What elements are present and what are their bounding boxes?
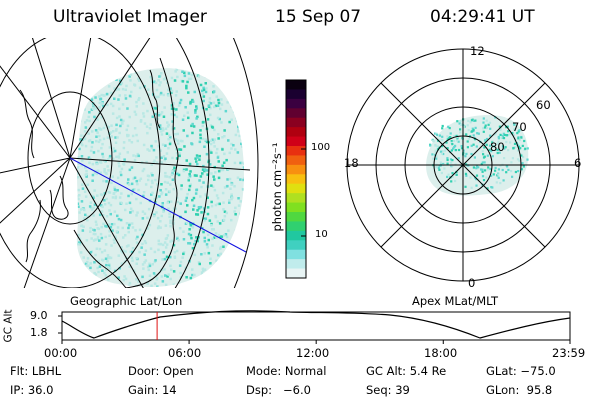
colorbar-swatch <box>286 117 306 128</box>
colorbar-swatch <box>286 268 306 279</box>
colorbar-swatch <box>286 202 306 213</box>
colorbar-swatch <box>286 230 306 241</box>
seq-value: Seq: 39 <box>366 383 410 397</box>
colorbar-swatch <box>286 98 306 109</box>
mlt-label-18: 18 <box>344 156 359 170</box>
date-display: 15 Sep 07 <box>275 7 362 27</box>
mlat-label-80: 80 <box>490 140 505 154</box>
polar-panel-label: Apex MLat/MLT <box>412 294 499 308</box>
mlt-label-0: 0 <box>468 276 476 290</box>
mlat-label-60: 60 <box>536 98 551 112</box>
colorbar-swatch <box>286 249 306 260</box>
mlt-label-6: 6 <box>574 156 582 170</box>
time-tick-2359: 23:59 <box>552 346 586 360</box>
ip-value: IP: 36.0 <box>10 383 54 397</box>
filter-value: Flt: LBHL <box>10 364 62 378</box>
colorbar-swatch <box>286 240 306 251</box>
time-display: 04:29:41 UT <box>430 7 535 27</box>
colorbar-tick-10: 10 <box>315 229 328 240</box>
color-scale <box>285 79 307 279</box>
altitude-axis-label: GC Alt <box>2 309 15 343</box>
mode-value: Mode: Normal <box>246 364 327 378</box>
colorbar-swatch <box>286 164 306 175</box>
colorbar-swatch <box>286 146 306 157</box>
mlt-label-12: 12 <box>470 44 485 58</box>
time-tick-0600: 06:00 <box>168 346 202 360</box>
door-value: Door: Open <box>128 364 194 378</box>
colorbar-swatch <box>286 183 306 194</box>
altitude-tick-low: 1.8 <box>30 326 48 339</box>
gain-value: Gain: 14 <box>128 383 177 397</box>
colorbar-swatch <box>286 174 306 185</box>
time-tick-1200: 12:00 <box>296 346 330 360</box>
colorbar-swatch <box>286 259 306 270</box>
colorbar-swatch <box>286 136 306 147</box>
geographic-map <box>0 38 259 288</box>
polar-emission <box>426 115 529 196</box>
colorbar-swatch <box>286 212 306 223</box>
glat-value: GLat: −75.0 <box>486 364 556 378</box>
glon-value: GLon: 95.8 <box>486 383 553 397</box>
satellite-track-line <box>69 157 247 253</box>
altitude-tick-high: 9.0 <box>30 309 48 322</box>
time-tick-0000: 00:00 <box>44 346 78 360</box>
colorbar-swatch <box>286 221 306 232</box>
time-tick-1800: 18:00 <box>424 346 458 360</box>
colorbar-swatch <box>286 155 306 166</box>
coastline <box>19 57 179 288</box>
colorbar-swatch <box>286 127 306 138</box>
colorbar-swatch <box>286 108 306 119</box>
geographic-panel-label: Geographic Lat/Lon <box>70 294 183 308</box>
colorbar-swatch <box>286 80 306 91</box>
altitude-curve <box>61 310 571 339</box>
mlat-label-70: 70 <box>512 120 527 134</box>
altitude-plot <box>58 310 571 344</box>
colorbar-swatch <box>286 89 306 100</box>
graticule <box>0 38 259 288</box>
polar-plot <box>346 48 580 282</box>
colorbar-tick-100: 100 <box>311 142 331 153</box>
colorbar-unit-label: photon cm⁻²s⁻¹ <box>270 142 284 232</box>
gc-alt-value: GC Alt: 5.4 Re <box>366 364 447 378</box>
app-title: Ultraviolet Imager <box>53 7 207 27</box>
colorbar-swatch <box>286 193 306 204</box>
dsp-value: Dsp: −6.0 <box>246 383 311 397</box>
